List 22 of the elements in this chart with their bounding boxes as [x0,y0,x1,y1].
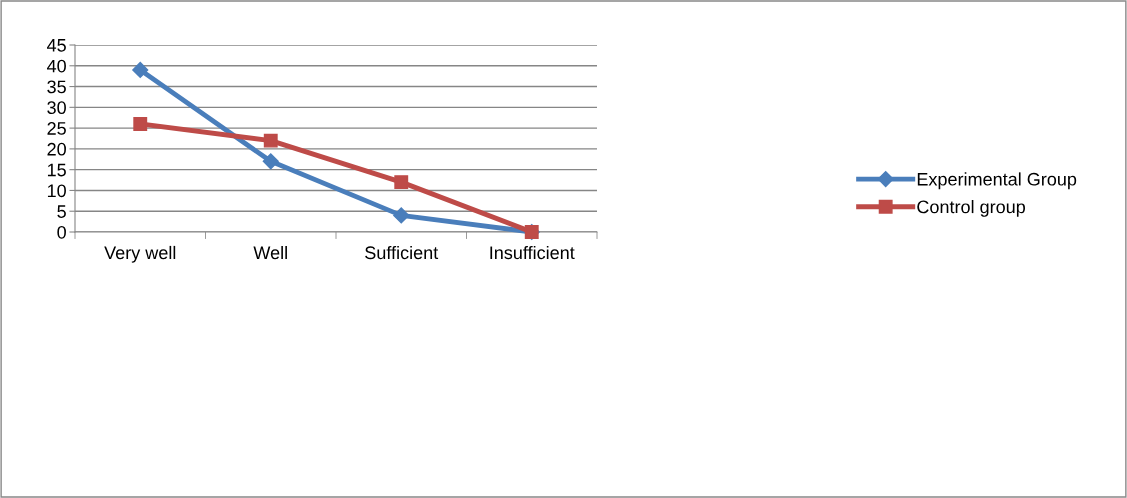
point [133,117,148,131]
y-tick-label: 45 [47,39,66,52]
y-tick-label: 35 [47,80,66,94]
y-tick-label: 0 [57,225,66,239]
point [393,207,410,224]
y-tick-label: 30 [47,101,66,115]
point [263,133,278,148]
x-tick-label: Very well [104,245,176,263]
y-tick-label: 5 [57,205,66,218]
x-tick-label: Sufficient [365,245,439,260]
y-tick-label: 15 [47,163,66,177]
point [394,175,409,190]
point [262,153,279,170]
point [132,61,149,78]
x-tick-label: Well [253,245,287,260]
legend-label: Experimental Group [917,172,1077,190]
x-tick-label: Insufficient [490,245,575,260]
y-tick-label: 10 [47,184,66,198]
legend-label: Control group [917,200,1026,217]
y-tick-label: 25 [47,122,66,135]
y-tick-label: 40 [47,59,66,73]
y-tick-label: 20 [47,142,66,156]
